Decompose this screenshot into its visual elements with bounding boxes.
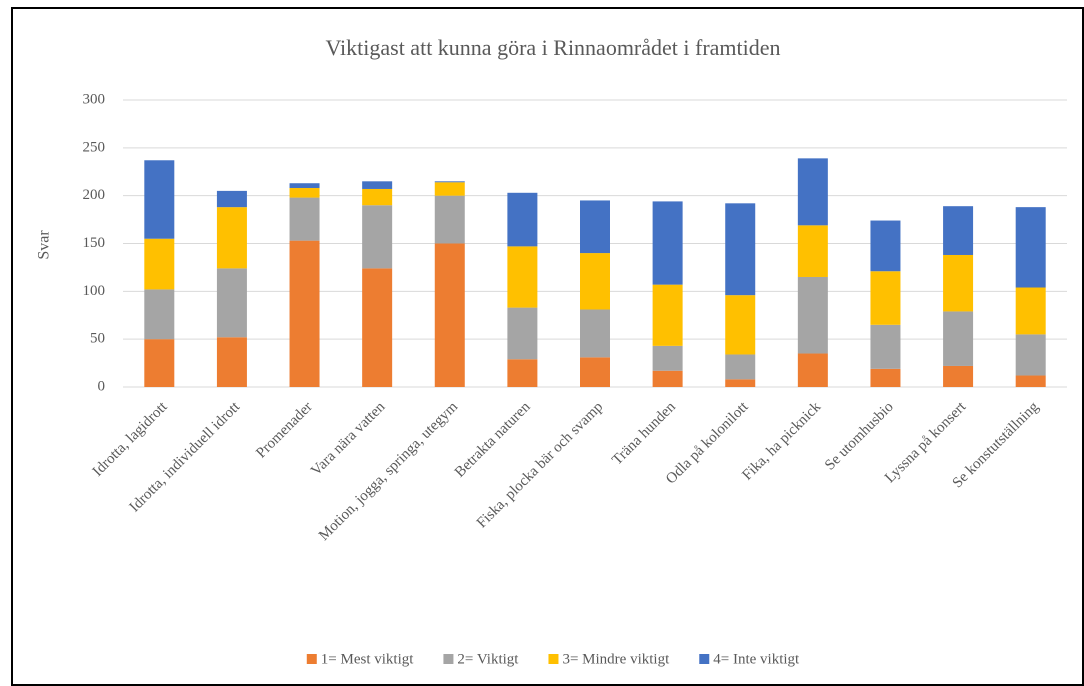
bar-segment <box>216 268 247 338</box>
bar-segment <box>216 207 247 269</box>
bar-segment <box>797 158 828 226</box>
bar-segment <box>289 183 320 189</box>
bar-segment <box>289 197 320 241</box>
bar-segment <box>797 225 828 277</box>
bar-segment <box>652 201 683 285</box>
y-tick-label: 200 <box>83 187 106 203</box>
bar-segment <box>725 203 756 296</box>
legend-label: 2= Viktigt <box>457 651 519 667</box>
bar-segment <box>870 324 901 369</box>
y-tick-label: 50 <box>90 331 105 347</box>
bar-segment <box>507 246 538 308</box>
bar-segment <box>725 354 756 380</box>
bar-segment <box>434 182 465 196</box>
bar-segment <box>725 379 756 387</box>
legend-swatch <box>306 654 317 664</box>
bar-segment <box>1015 287 1046 335</box>
bar-segment <box>362 205 393 269</box>
y-tick-label: 250 <box>83 139 106 155</box>
bar-segment <box>144 238 175 290</box>
legend-label: 4= Inte viktigt <box>713 651 800 667</box>
bar-segment <box>652 284 683 346</box>
bar-segment <box>289 240 320 387</box>
bar-segment <box>144 289 175 340</box>
bar-segment <box>943 311 974 366</box>
legend-label: 1= Mest viktigt <box>321 651 414 667</box>
y-tick-label: 100 <box>83 283 106 299</box>
frame <box>11 7 1084 686</box>
bar-segment <box>362 188 393 206</box>
legend-swatch <box>443 654 454 664</box>
bar-segment <box>580 309 610 358</box>
bar-segment <box>144 160 175 239</box>
legend-label: 3= Mindre viktigt <box>562 651 670 667</box>
bar-segment <box>362 181 393 189</box>
bar-segment <box>652 370 683 387</box>
bar-segment <box>289 188 320 198</box>
bar-segment <box>1015 207 1046 288</box>
bar-segment <box>434 195 465 244</box>
y-tick-label: 0 <box>98 378 106 394</box>
bar-segment <box>216 190 247 208</box>
bar-segment <box>943 254 974 312</box>
legend-swatch <box>548 654 559 664</box>
bar-segment <box>943 206 974 255</box>
bar-segment <box>144 339 175 387</box>
bar-segment <box>797 276 828 354</box>
bar-segment <box>216 337 247 387</box>
bar-segment <box>870 271 901 325</box>
bar-segment <box>1015 375 1046 387</box>
bar-segment <box>580 200 610 254</box>
bar-segment <box>580 357 610 387</box>
bar-segment <box>434 181 465 183</box>
y-tick-label: 300 <box>83 91 106 107</box>
bar-segment <box>797 353 828 387</box>
bar-segment <box>507 359 538 387</box>
chart-title: Viktigast att kunna göra i Rinnaområdet … <box>325 35 780 60</box>
bar-segment <box>507 307 538 360</box>
bar-segment <box>434 243 465 387</box>
bar-segment <box>362 268 393 387</box>
bar-segment <box>870 220 901 272</box>
bar-segment <box>652 345 683 371</box>
y-tick-label: 150 <box>83 235 106 251</box>
bar-segment <box>725 295 756 355</box>
bar-segment <box>943 365 974 387</box>
bar-segment <box>1015 334 1046 376</box>
bar-segment <box>580 253 610 310</box>
bar-segment <box>507 192 538 247</box>
y-axis-title: Svar <box>36 230 53 260</box>
bar-segment <box>870 368 901 387</box>
legend-swatch <box>699 654 710 664</box>
